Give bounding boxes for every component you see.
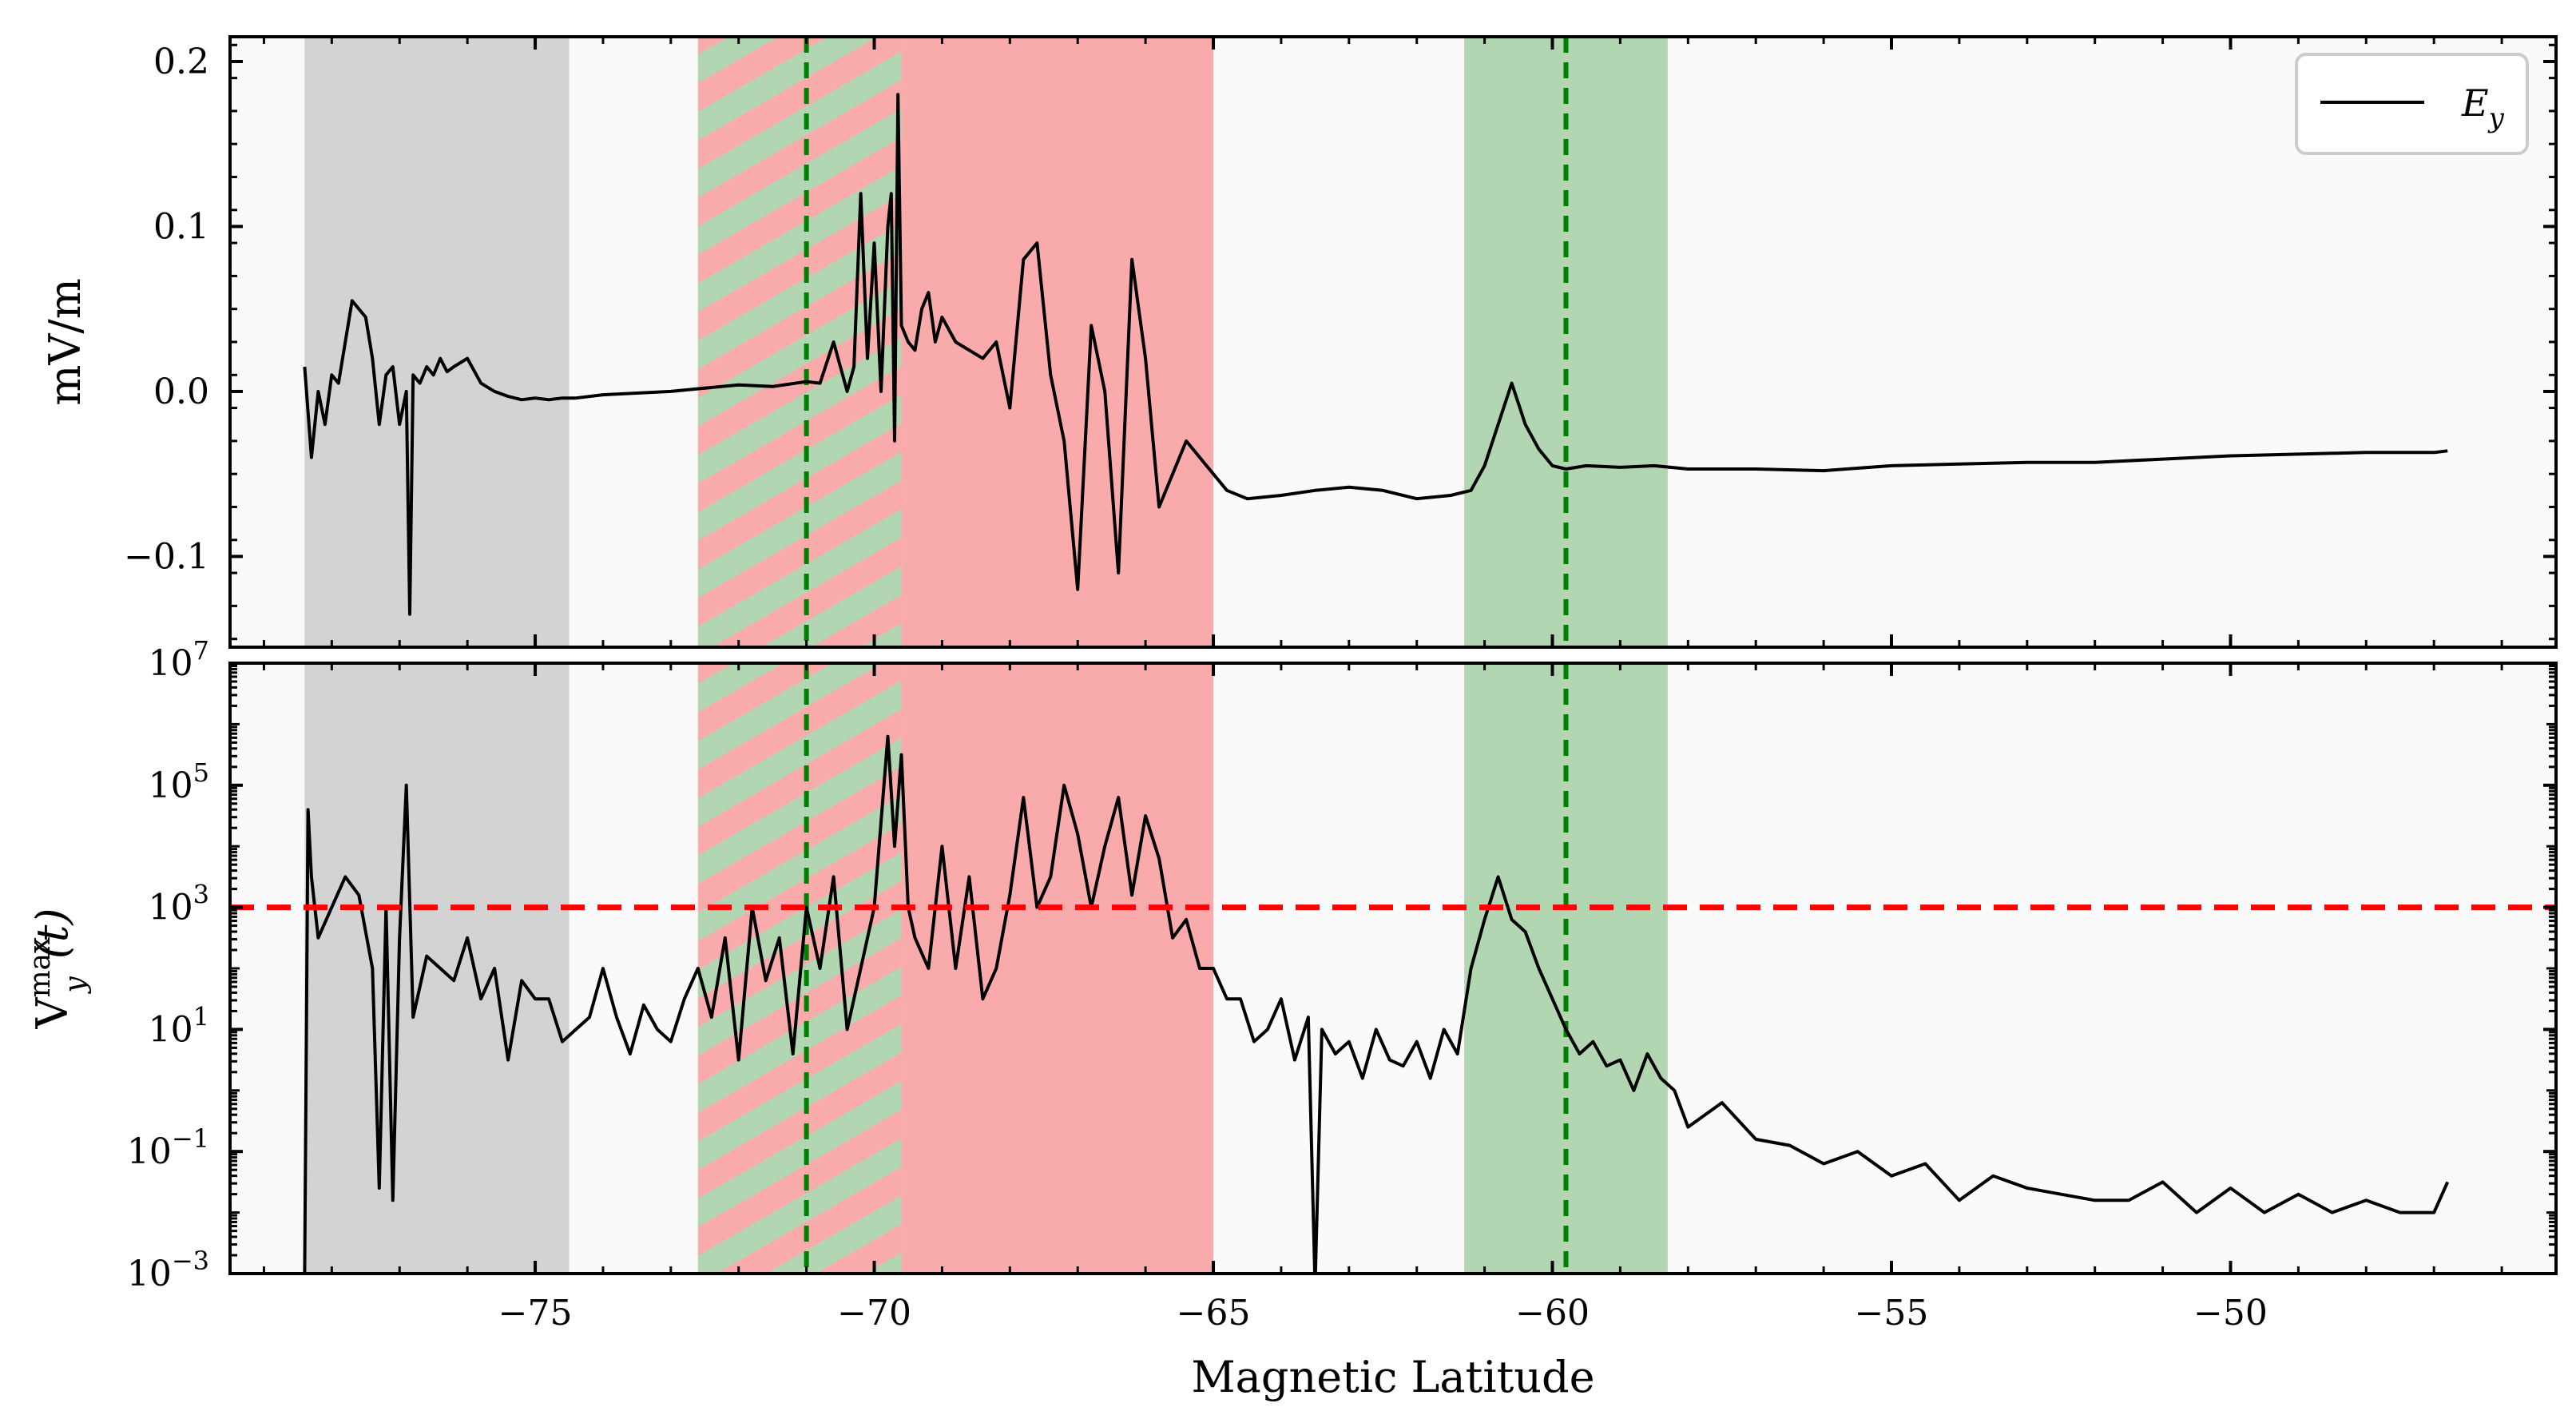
bottom-region-green bbox=[1464, 663, 1668, 1274]
xtick-label: −60 bbox=[1515, 1293, 1590, 1334]
xtick-label: −55 bbox=[1855, 1293, 1929, 1334]
xtick-label: −50 bbox=[2193, 1293, 2268, 1334]
bottom-y-axis-label: Vmaxy (t) bbox=[24, 908, 92, 1029]
bottom-ytick-label: 105 bbox=[149, 757, 209, 806]
bottom-ytick-label: 101 bbox=[149, 1001, 209, 1050]
ylabel-suffix: (t) bbox=[27, 908, 77, 959]
bottom-ytick-label: 10−3 bbox=[127, 1246, 209, 1294]
x-axis-label: Magnetic Latitude bbox=[1191, 1352, 1594, 1402]
top-region-red bbox=[901, 37, 1214, 647]
bottom-xtick-labels: −75 −70 −65 −60 −55 −50 bbox=[498, 1293, 2268, 1334]
bottom-ytick-label: 107 bbox=[149, 635, 209, 684]
top-region-green bbox=[1464, 37, 1668, 647]
top-ytick-label: −0.1 bbox=[124, 536, 209, 577]
top-ytick-labels: 0.2 0.1 0.0 −0.1 bbox=[124, 42, 209, 577]
top-ticks bbox=[230, 37, 2556, 647]
legend-label-sub: y bbox=[2487, 102, 2505, 134]
xtick-label: −70 bbox=[837, 1293, 911, 1334]
series-ey-line bbox=[303, 93, 2448, 616]
bottom-plot-background bbox=[230, 663, 2556, 1274]
legend: Ey bbox=[2295, 53, 2529, 155]
xtick-label: −75 bbox=[498, 1293, 573, 1334]
bottom-ytick-label: 10−1 bbox=[127, 1123, 209, 1172]
top-region-gray bbox=[304, 37, 570, 647]
bottom-region-gray bbox=[304, 663, 570, 1274]
top-y-axis-label: mV/m bbox=[40, 278, 90, 406]
bottom-ticks bbox=[230, 662, 2556, 1275]
top-panel: 0.2 0.1 0.0 −0.1 mV/m Ey bbox=[40, 35, 2558, 649]
bottom-series bbox=[303, 734, 2450, 1274]
top-region-hatched-red-green bbox=[697, 37, 902, 647]
top-ytick-label: 0.0 bbox=[153, 372, 209, 412]
legend-label-main: E bbox=[2461, 81, 2489, 125]
top-ytick-label: 0.1 bbox=[153, 206, 209, 247]
bottom-region-red bbox=[901, 663, 1214, 1274]
bottom-ytick-labels: 107 105 103 101 10−1 10−3 bbox=[127, 635, 209, 1294]
bottom-ytick-label: 103 bbox=[149, 880, 209, 928]
series-vy-max-line bbox=[303, 734, 2450, 1274]
legend-label: Ey bbox=[2461, 81, 2505, 134]
ylabel-sub: y bbox=[59, 976, 92, 995]
top-plot-background bbox=[230, 37, 2556, 647]
bottom-shaded-regions bbox=[304, 663, 1668, 1274]
ylabel-main: V bbox=[27, 997, 77, 1030]
top-series bbox=[303, 93, 2448, 616]
ylabel-sup: max bbox=[24, 937, 57, 998]
xtick-label: −65 bbox=[1177, 1293, 1251, 1334]
top-ytick-label: 0.2 bbox=[153, 42, 209, 82]
